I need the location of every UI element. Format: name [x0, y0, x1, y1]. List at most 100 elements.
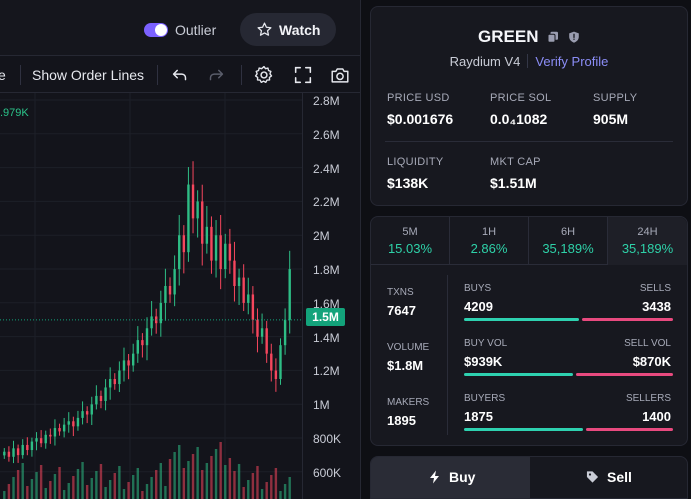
volume-bar	[113, 473, 116, 499]
timeframe-label: 24H	[637, 226, 658, 238]
volume-bar	[12, 477, 15, 499]
tab-1h[interactable]: 1H 2.86%	[450, 217, 529, 265]
fullscreen-icon[interactable]	[292, 64, 314, 86]
candle	[58, 428, 61, 432]
candle	[141, 340, 144, 346]
sell-vol-ratio-bar	[576, 373, 673, 376]
redo-icon[interactable]	[205, 64, 227, 86]
watch-button[interactable]: Watch	[240, 13, 336, 46]
toolbar-cut-label[interactable]: e	[0, 67, 6, 83]
candle	[39, 438, 43, 444]
price-usd-label: PRICE USD	[387, 92, 450, 104]
candle	[7, 451, 11, 457]
timeframe-label: 1H	[481, 226, 497, 238]
volume-bar	[187, 461, 190, 499]
copy-icon[interactable]	[547, 31, 559, 43]
sells-label: SELLS	[639, 283, 671, 294]
candle	[90, 404, 93, 415]
candlestick-chart[interactable]	[0, 93, 361, 499]
candle	[260, 328, 264, 337]
volume-bar	[99, 464, 103, 499]
outlier-toggle[interactable]	[144, 23, 168, 37]
volume-bar	[237, 464, 241, 499]
volume-bar	[164, 486, 167, 499]
y-axis-tick-label: 2.8M	[313, 94, 340, 108]
volume-bar	[81, 462, 84, 499]
undo-icon[interactable]	[169, 64, 191, 86]
outlier-label: Outlier	[175, 22, 217, 38]
gear-icon[interactable]	[253, 64, 275, 86]
candle	[81, 411, 84, 418]
timeframe-tabs: 5M 15.03% 1H 2.86% 6H 35,189% 24H 35,189…	[371, 217, 687, 265]
verify-profile-link[interactable]: Verify Profile	[535, 54, 609, 69]
volume-bar	[251, 473, 255, 499]
volume-bar	[288, 477, 291, 499]
tab-6h[interactable]: 6H 35,189%	[529, 217, 608, 265]
volume-bar	[214, 449, 218, 499]
volume-bar	[168, 459, 172, 499]
candle	[237, 277, 241, 286]
candle	[201, 201, 204, 244]
volume-bar	[205, 463, 209, 499]
candle	[49, 434, 52, 437]
volume-bar	[35, 472, 38, 499]
star-icon	[257, 22, 272, 36]
candle	[233, 260, 236, 286]
candle	[214, 235, 218, 261]
volume-bar	[210, 456, 213, 499]
candle	[265, 328, 268, 354]
camera-icon[interactable]	[329, 64, 351, 86]
volume-bar	[145, 484, 149, 499]
price-usd-value: $0.001676	[387, 111, 454, 127]
volume-bar	[219, 442, 222, 499]
timeframe-label: 5M	[402, 226, 418, 238]
buy-vol-value: $939K	[464, 354, 503, 369]
candle	[104, 387, 107, 401]
volume-bar	[141, 491, 144, 499]
volume-bar	[49, 481, 52, 499]
y-axis-tick-label: 2.6M	[313, 127, 340, 142]
volume-bar	[233, 471, 236, 499]
volume-bar	[136, 468, 139, 499]
buy-tab[interactable]: Buy	[371, 457, 530, 498]
watch-label: Watch	[279, 22, 321, 38]
candle	[35, 438, 38, 442]
candle	[145, 328, 149, 346]
volume-bar	[270, 475, 273, 499]
candle	[118, 370, 121, 385]
volume-bar	[44, 488, 47, 499]
volume-bar	[155, 470, 158, 499]
candle	[247, 294, 250, 303]
token-name: GREEN	[478, 27, 539, 46]
timeframe-change: 2.86%	[470, 241, 508, 256]
mkt-cap-value: $1.51M	[490, 175, 537, 191]
buyers-value: 1875	[464, 409, 493, 424]
volume-bar	[279, 491, 282, 499]
candle	[210, 226, 213, 261]
show-order-lines-button[interactable]: Show Order Lines	[32, 67, 145, 83]
sell-tab[interactable]: Sell	[530, 457, 687, 498]
candle	[205, 226, 209, 244]
candle	[251, 294, 255, 320]
token-info-card: GREEN Raydium V4 Verify Profile PRICE USD…	[370, 6, 688, 206]
candle	[3, 451, 6, 456]
candle	[159, 302, 163, 324]
sellers-value: 1400	[642, 409, 671, 424]
toggle-knob	[155, 24, 167, 36]
candle	[113, 379, 116, 385]
candle	[274, 370, 278, 379]
volume-bar	[283, 484, 287, 499]
shield-icon[interactable]	[568, 31, 580, 43]
volume-bar	[201, 470, 204, 499]
candle	[228, 243, 232, 261]
tab-5m[interactable]: 5M 15.03%	[371, 217, 450, 265]
candle	[256, 319, 259, 337]
buys-ratio-bar	[464, 318, 579, 321]
y-axis-tick-label: 1.8M	[313, 263, 340, 277]
tab-24h[interactable]: 24H 35,189%	[608, 217, 687, 265]
sellers-label: SELLERS	[625, 393, 671, 404]
candle	[178, 235, 181, 270]
y-axis-tick-label: 800K	[313, 432, 342, 446]
volume-bar	[256, 466, 259, 499]
buy-vol-label: BUY VOL	[464, 338, 508, 349]
